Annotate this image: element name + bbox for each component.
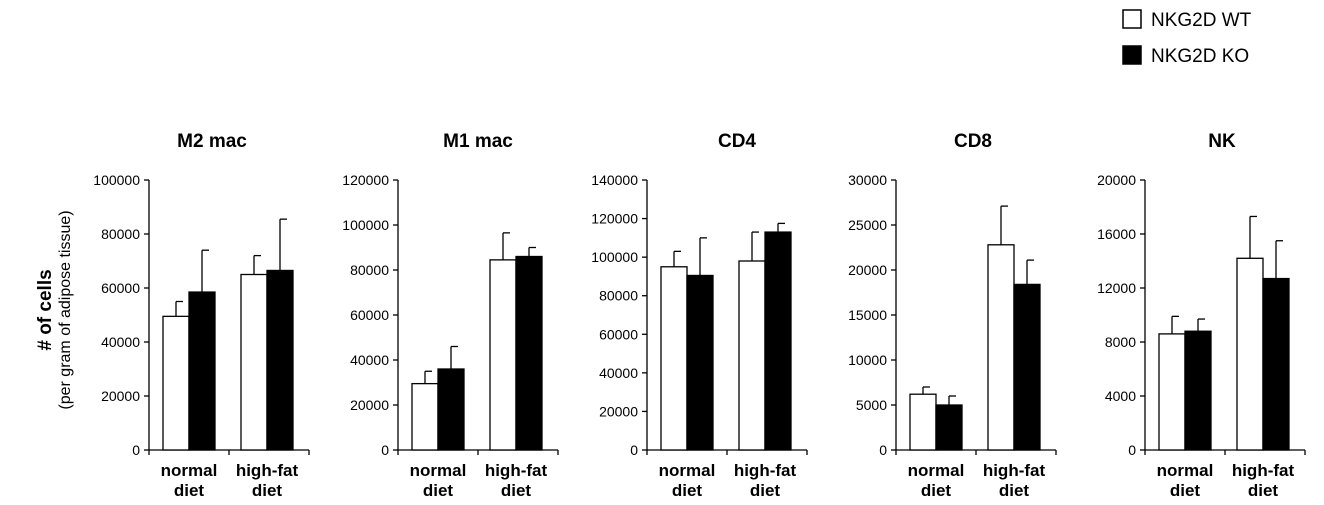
y-tick-label: 5000 — [856, 397, 887, 413]
y-tick-label: 30000 — [848, 172, 887, 188]
y-tick-label: 0 — [879, 442, 887, 458]
y-tick-label: 100000 — [342, 217, 389, 233]
bar — [764, 231, 792, 451]
y-tick-label: 120000 — [342, 172, 389, 188]
y-tick-label: 60000 — [350, 307, 389, 323]
y-tick-label: 0 — [1128, 442, 1136, 458]
chart-title: NK — [1208, 131, 1236, 152]
bar — [987, 244, 1015, 451]
bar — [1262, 277, 1290, 451]
chart-panel: CD4 0 20000 40000 60000 80000 100000 120000 1400… — [591, 131, 808, 500]
chart-panel: CD8050001000015000200002500030000normald… — [848, 131, 1057, 500]
y-tick-label: 25000 — [848, 217, 887, 233]
x-category-label: diet — [1248, 481, 1279, 500]
y-tick-label: 20000 — [350, 397, 389, 413]
y-tick-label: 16000 — [1097, 226, 1136, 242]
y-tick-label: 20000 — [599, 403, 638, 419]
x-category-label: high-fat — [236, 461, 299, 480]
x-category-label: diet — [672, 481, 703, 500]
y-tick-label: 0 — [381, 442, 389, 458]
bar — [738, 260, 766, 451]
x-category-label: diet — [423, 481, 454, 500]
x-category-label: diet — [252, 481, 283, 500]
y-tick-label: 10000 — [848, 352, 887, 368]
chart-panel: M1 mac 0 20000 40000 60000 80000 100000 120000 n… — [342, 131, 559, 500]
x-category-label: diet — [1170, 481, 1201, 500]
bar — [1013, 283, 1041, 451]
chart-title: CD8 — [954, 131, 992, 152]
x-category-label: high-fat — [734, 461, 797, 480]
y-tick-label: 40000 — [101, 334, 140, 350]
y-tick-label: 15000 — [848, 307, 887, 323]
bar — [188, 291, 216, 451]
bar — [686, 274, 714, 451]
x-category-label: normal — [659, 461, 716, 480]
x-category-label: high-fat — [1232, 461, 1295, 480]
legend-swatch-ko — [1122, 45, 1142, 65]
y-tick-label: 20000 — [101, 388, 140, 404]
x-category-label: normal — [908, 461, 965, 480]
y-tick-label: 20000 — [848, 262, 887, 278]
x-category-label: diet — [750, 481, 781, 500]
x-category-label: diet — [921, 481, 952, 500]
bar — [162, 315, 190, 451]
y-axis-title: # of cells — [35, 269, 56, 350]
bar — [1158, 333, 1186, 451]
x-category-label: high-fat — [485, 461, 548, 480]
chart-title: CD4 — [718, 131, 756, 152]
bar — [266, 269, 294, 451]
y-tick-label: 60000 — [101, 280, 140, 296]
bar — [489, 259, 517, 451]
y-axis-subtitle: (per gram of adipose tissue) — [57, 210, 74, 409]
chart-panel: NK040008000120001600020000normaldiethigh… — [1097, 131, 1306, 500]
legend-swatch-wt — [1122, 9, 1142, 29]
y-tick-label: 8000 — [1105, 334, 1136, 350]
bar — [515, 255, 543, 451]
y-tick-label: 0 — [630, 442, 638, 458]
y-tick-label: 60000 — [599, 326, 638, 342]
y-tick-label: 80000 — [599, 288, 638, 304]
y-tick-label: 12000 — [1097, 280, 1136, 296]
bar — [1184, 330, 1212, 451]
x-category-label: normal — [1157, 461, 1214, 480]
x-category-label: normal — [410, 461, 467, 480]
bar — [240, 273, 268, 451]
legend: NKG2D WT NKG2D KO — [1122, 9, 1252, 67]
y-tick-label: 40000 — [599, 365, 638, 381]
bar — [909, 393, 937, 451]
legend-label-wt: NKG2D WT — [1151, 10, 1252, 31]
y-tick-label: 4000 — [1105, 388, 1136, 404]
chart-title: M2 mac — [177, 131, 247, 152]
y-tick-label: 20000 — [1097, 172, 1136, 188]
y-tick-label: 120000 — [591, 211, 638, 227]
bar — [660, 266, 688, 451]
y-tick-label: 80000 — [350, 262, 389, 278]
chart-title: M1 mac — [443, 131, 513, 152]
x-category-label: normal — [161, 461, 218, 480]
chart-panel: M2 mac020000400006000080000100000normald… — [93, 131, 310, 500]
bar — [1236, 257, 1264, 451]
legend-label-ko: NKG2D KO — [1151, 46, 1249, 67]
y-tick-label: 140000 — [591, 172, 638, 188]
y-tick-label: 0 — [132, 442, 140, 458]
x-category-label: diet — [501, 481, 532, 500]
x-category-label: diet — [999, 481, 1030, 500]
bar — [411, 382, 439, 451]
y-tick-label: 80000 — [101, 226, 140, 242]
x-category-label: high-fat — [983, 461, 1046, 480]
bar — [437, 368, 465, 451]
bar — [935, 404, 963, 451]
y-tick-label: 100000 — [591, 249, 638, 265]
x-category-label: diet — [174, 481, 205, 500]
y-tick-label: 100000 — [93, 172, 140, 188]
y-tick-label: 40000 — [350, 352, 389, 368]
